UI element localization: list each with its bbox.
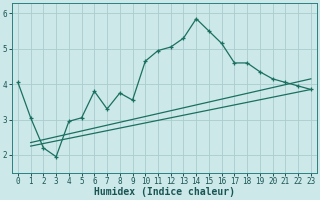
X-axis label: Humidex (Indice chaleur): Humidex (Indice chaleur) [94,187,235,197]
